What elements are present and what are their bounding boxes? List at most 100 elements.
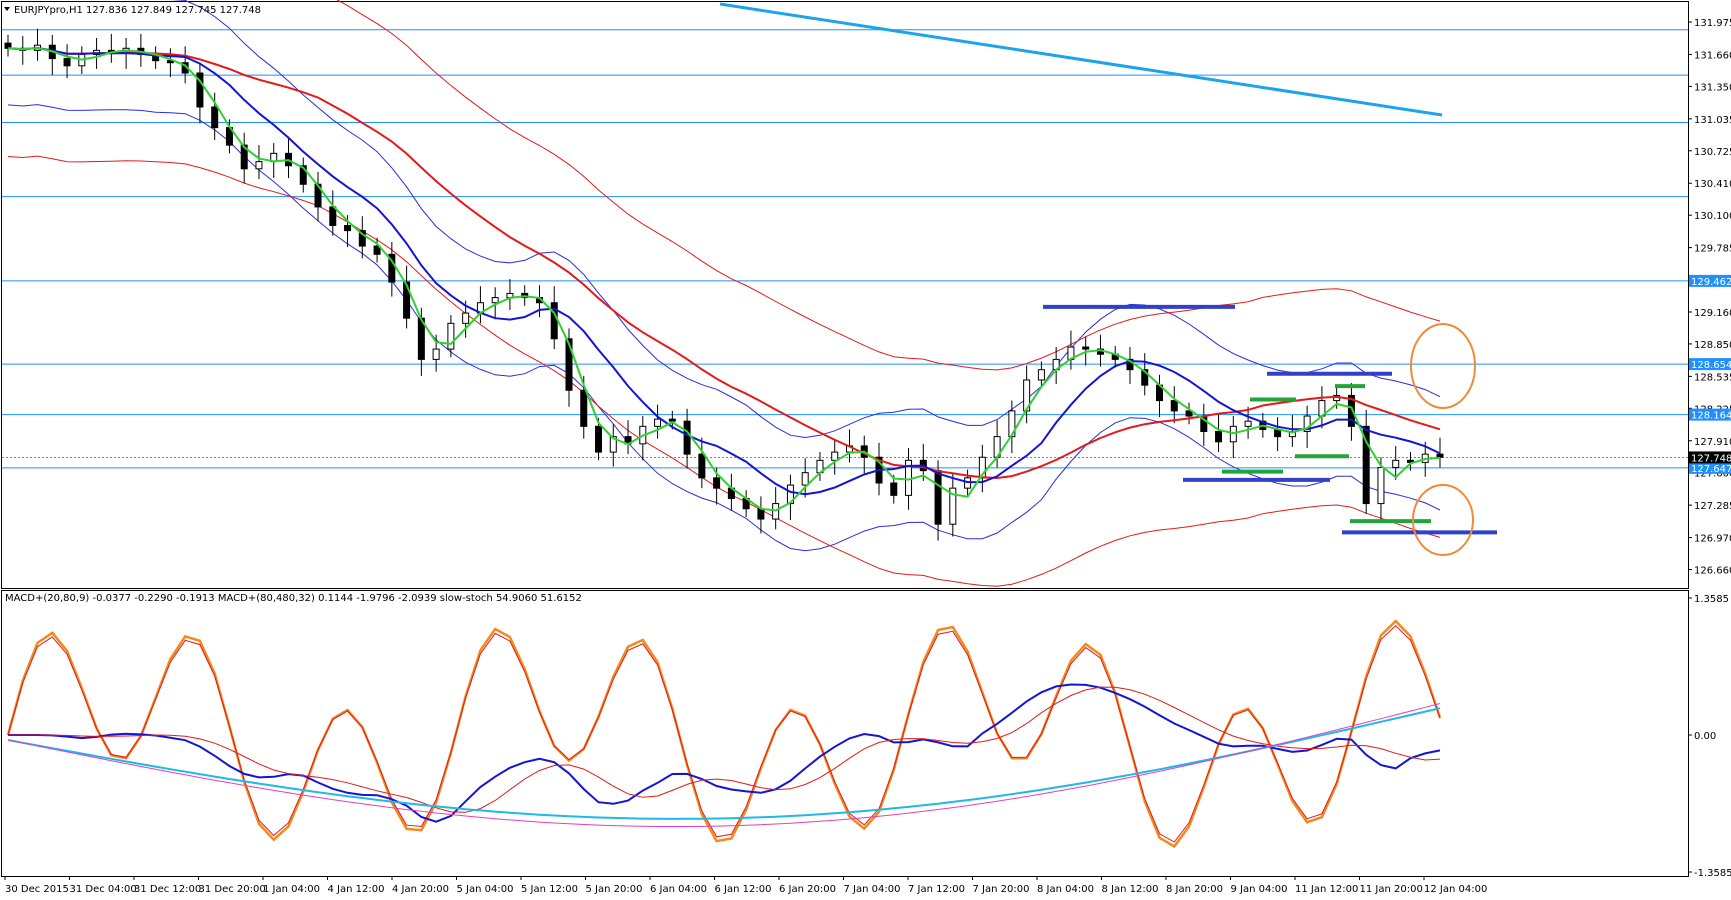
price-tick-label: 131.660 <box>1694 50 1731 61</box>
collapse-triangle-icon[interactable] <box>4 7 10 11</box>
candle-body <box>1244 420 1252 427</box>
time-tick-label: 7 Jan 12:00 <box>908 884 965 895</box>
candle-body <box>4 42 12 49</box>
lower-band-red <box>7 155 1441 587</box>
time-tick-label: 5 Jan 20:00 <box>586 884 643 895</box>
time-tick-label: 8 Jan 04:00 <box>1037 884 1094 895</box>
candle-body <box>654 418 662 427</box>
symbol-header: EURJPYpro,H1 127.836 127.849 127.745 127… <box>14 5 261 16</box>
time-tick-label: 1 Jan 04:00 <box>263 884 320 895</box>
candle-body <box>166 60 174 64</box>
candle-body <box>447 322 455 350</box>
indicator-tick-label: -1.3585 <box>1694 868 1731 879</box>
candle-body <box>255 161 263 170</box>
candle-body <box>1303 415 1311 432</box>
indicator-header: MACD+(20,80,9) -0.0377 -0.2290 -0.1913 M… <box>5 593 582 604</box>
candle-body <box>462 312 470 324</box>
lower-band-blue <box>7 104 1441 552</box>
price-tag-label: 128.164 <box>1691 411 1731 422</box>
candle-body <box>373 245 381 255</box>
ma-mid-line <box>7 46 1441 496</box>
price-tick-label: 126.970 <box>1694 534 1731 545</box>
candle-body <box>1037 369 1045 381</box>
upper-band-blue <box>170 0 1441 439</box>
price-tag-bg <box>1689 408 1731 421</box>
candle-body <box>299 165 307 185</box>
candle-body <box>1377 467 1385 505</box>
candle-body <box>1436 453 1444 458</box>
time-tick-label: 7 Jan 20:00 <box>973 884 1030 895</box>
time-tick-label: 4 Jan 20:00 <box>392 884 449 895</box>
price-tag-label: 128.654 <box>1691 360 1731 371</box>
trendline <box>719 2 1443 117</box>
price-tick-label: 131.035 <box>1694 115 1731 126</box>
time-tick-label: 5 Jan 04:00 <box>457 884 514 895</box>
price-panel-frame <box>1 1 1689 589</box>
stoch-signal-line <box>7 625 1441 843</box>
ma-slow-line <box>7 46 1441 480</box>
candle-body <box>1347 394 1355 427</box>
stoch-main-line <box>6 619 1442 849</box>
indicator-panel-frame <box>1 590 1689 877</box>
highlight-circle <box>1410 323 1476 409</box>
price-tag-bg <box>1689 461 1731 474</box>
candle-body <box>329 206 337 226</box>
ma-fast-line <box>7 46 1441 512</box>
candle-body <box>831 451 839 461</box>
price-tick-label: 131.350 <box>1694 82 1731 93</box>
price-tag-label: 129.462 <box>1691 277 1731 288</box>
macd-line <box>8 683 1441 823</box>
candle-body <box>388 253 396 283</box>
current-price-tag-bg <box>1689 451 1731 464</box>
candle-body <box>668 418 676 422</box>
time-tick-label: 31 Dec 12:00 <box>134 884 201 895</box>
long-macd-line <box>7 707 1441 820</box>
price-tick-label: 127.910 <box>1694 437 1731 448</box>
time-tick-label: 4 Jan 12:00 <box>328 884 385 895</box>
time-tick-label: 6 Jan 04:00 <box>650 884 707 895</box>
time-tick-label: 8 Jan 12:00 <box>1102 884 1159 895</box>
price-tick-label: 128.850 <box>1694 340 1731 351</box>
candle-body <box>1362 425 1370 505</box>
candle-body <box>801 472 809 486</box>
time-tick-label: 9 Jan 04:00 <box>1231 884 1288 895</box>
candle-body <box>63 58 71 67</box>
candle-body <box>934 470 942 525</box>
upper-band-red <box>336 0 1441 371</box>
axis-layer: 131.975 131.660 131.350 131.035 130.725 130.4… <box>4 18 1731 895</box>
candle-body <box>1170 400 1178 412</box>
indicator-tick-label: 1.3585 <box>1694 594 1729 605</box>
candle-body <box>1126 358 1134 371</box>
price-tick-label: 129.160 <box>1694 308 1731 319</box>
price-layer <box>2 0 1688 587</box>
candle-body <box>609 436 617 453</box>
price-tick-label: 129.785 <box>1694 244 1731 255</box>
candle-body <box>595 425 603 453</box>
time-tick-label: 11 Jan 20:00 <box>1360 884 1423 895</box>
candle-body <box>196 72 204 108</box>
candle-body <box>683 420 691 455</box>
candle-body <box>344 224 352 232</box>
price-tick-label: 130.725 <box>1694 147 1731 158</box>
time-tick-label: 31 Dec 20:00 <box>199 884 266 895</box>
candle-body <box>580 389 588 427</box>
candle-body <box>1392 459 1400 469</box>
price-tag-bg <box>1689 274 1731 287</box>
candle-body <box>949 487 957 525</box>
price-tag-label: 127.647 <box>1691 464 1731 475</box>
candle-body <box>358 230 366 247</box>
price-tick-label: 128.535 <box>1694 372 1731 383</box>
candle-body <box>1215 430 1223 443</box>
candle-body <box>698 453 706 479</box>
price-tick-label: 130.410 <box>1694 179 1731 190</box>
candle-body <box>432 348 440 360</box>
candle-body <box>403 281 411 319</box>
candle-body <box>565 338 573 391</box>
candle-body <box>1082 346 1090 350</box>
candle-body <box>1141 369 1149 386</box>
time-tick-label: 6 Jan 12:00 <box>715 884 772 895</box>
time-tick-label: 6 Jan 20:00 <box>779 884 836 895</box>
indicator-layer <box>6 619 1442 849</box>
time-tick-label: 11 Jan 12:00 <box>1295 884 1358 895</box>
